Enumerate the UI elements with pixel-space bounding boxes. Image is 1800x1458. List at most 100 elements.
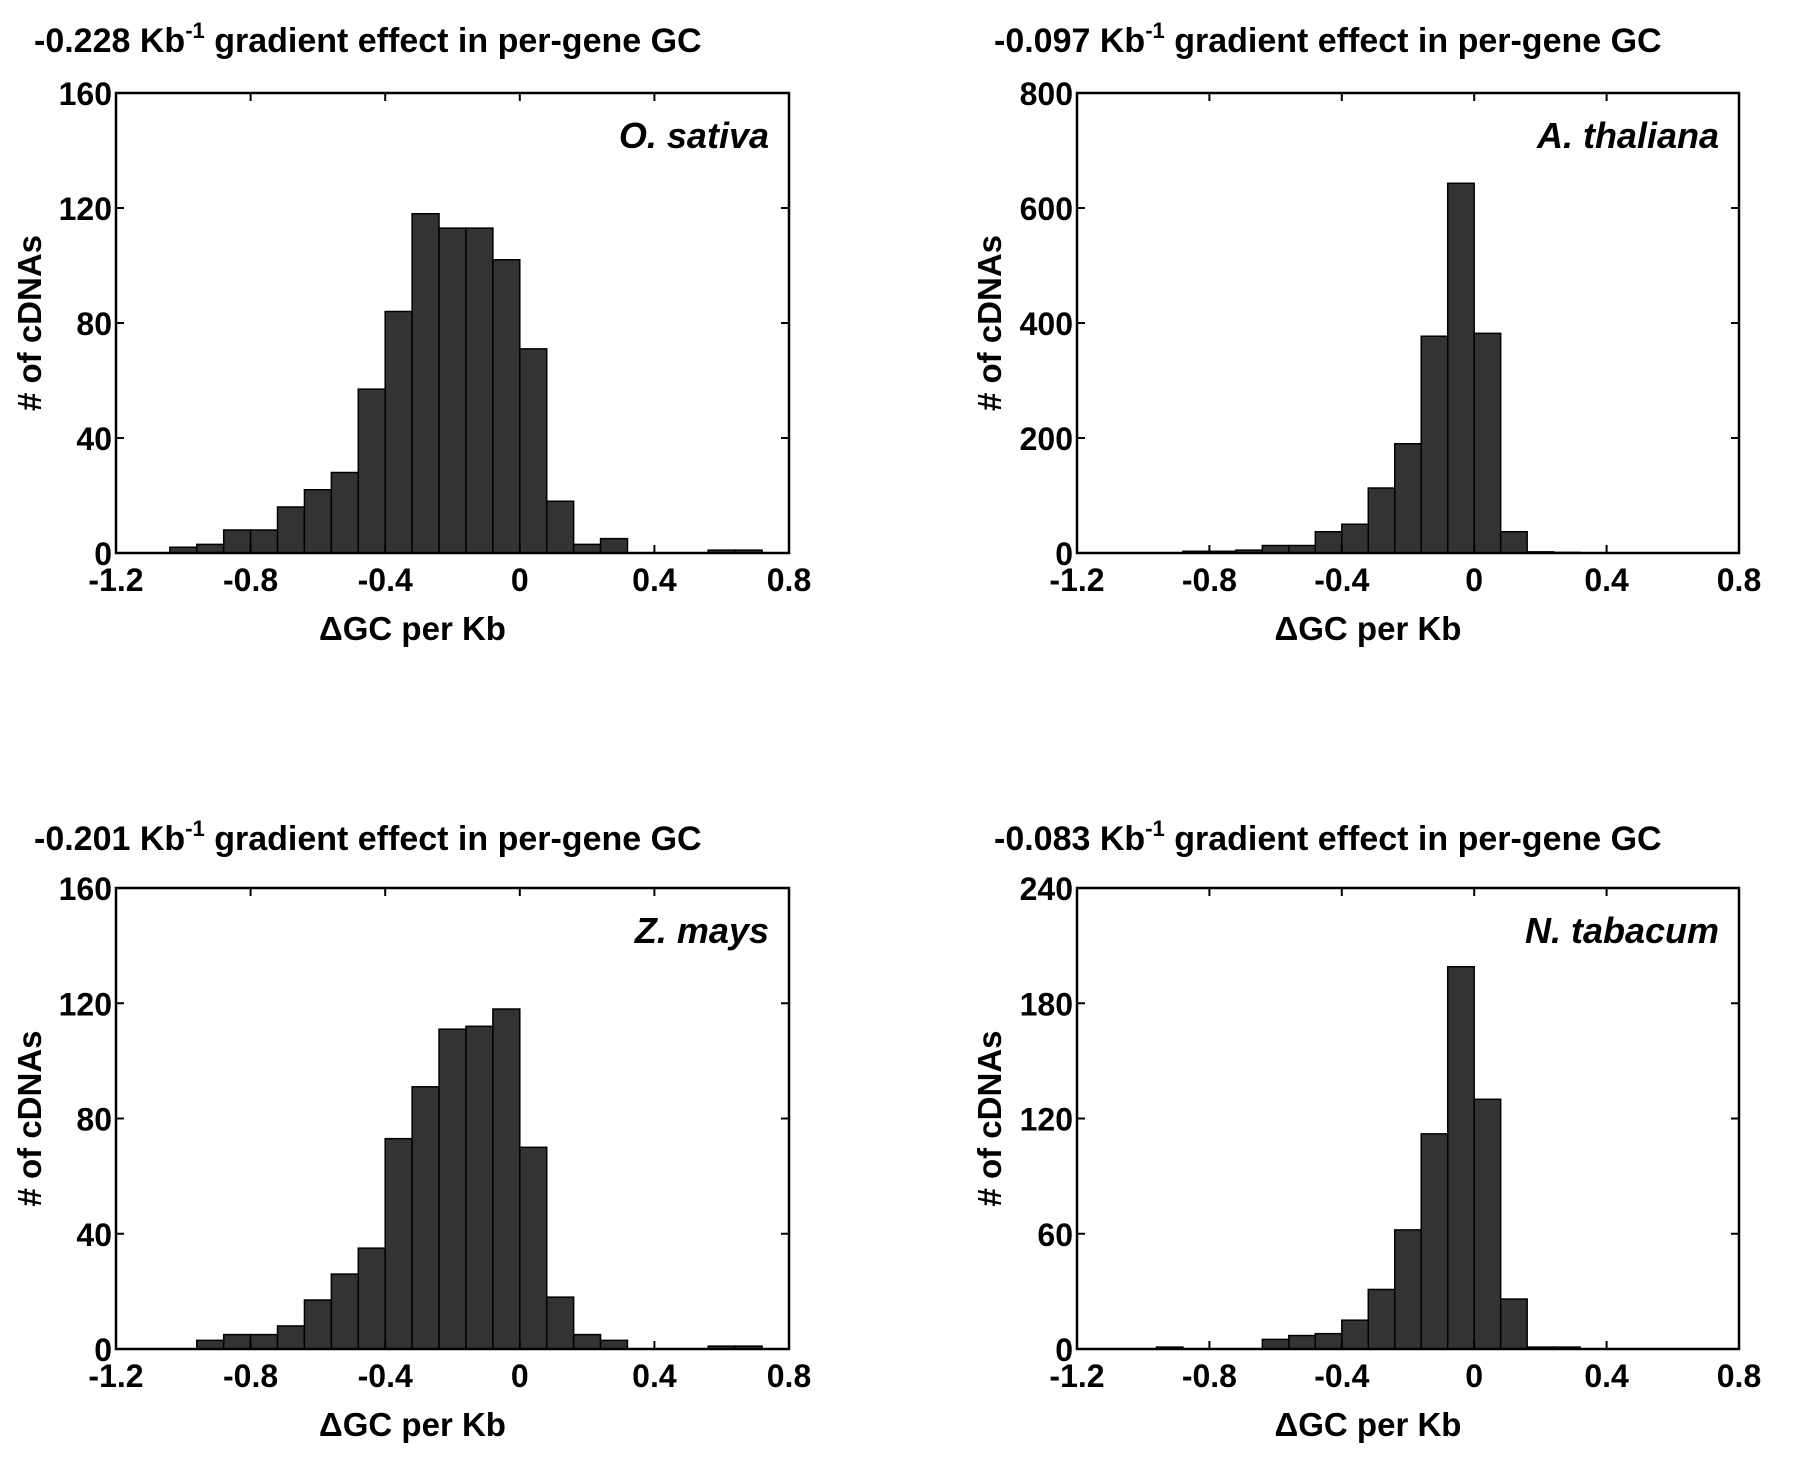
title-prefix: -0.228 Kb [34, 22, 185, 60]
y-tick-label: 40 [76, 421, 112, 457]
title-superscript: -1 [185, 816, 205, 841]
y-tick-label: 160 [59, 871, 112, 907]
x-tick-label: -0.8 [1182, 1358, 1237, 1394]
histogram-bar [492, 259, 521, 554]
x-tick-label: 0.8 [767, 1358, 811, 1394]
chart-title: -0.228 Kb-1 gradient effect in per-gene … [34, 18, 702, 60]
title-superscript: -1 [185, 18, 205, 43]
histogram-bar [599, 1339, 629, 1350]
chart-title: -0.083 Kb-1 gradient effect in per-gene … [994, 816, 1662, 858]
y-tick-label: 600 [1020, 191, 1073, 227]
title-suffix: gradient effect in per-gene GC [1165, 22, 1662, 60]
histogram-bar [196, 1339, 225, 1350]
y-tick-label: 80 [76, 306, 112, 342]
species-label: A. thaliana [1536, 115, 1719, 156]
histogram-bar [1499, 1298, 1528, 1350]
histogram-bar [357, 388, 386, 554]
x-tick-label: 0.8 [1717, 562, 1761, 598]
species-label: N. tabacum [1525, 910, 1719, 951]
histogram-bar [1473, 1098, 1502, 1350]
y-tick-label: 800 [1020, 76, 1073, 112]
histogram-bar [1314, 1332, 1343, 1350]
y-tick-label: 80 [76, 1102, 112, 1138]
histogram-bar [438, 227, 467, 554]
x-tick-label: 0 [511, 562, 529, 598]
x-tick-label: 0 [1465, 562, 1483, 598]
y-axis-label: # of cDNAs [11, 235, 48, 411]
x-tick-label: -1.2 [1049, 1358, 1104, 1394]
y-axis-label: # of cDNAs [971, 1030, 1008, 1206]
histogram-bar [303, 1299, 333, 1350]
histogram-bar [276, 1325, 306, 1350]
histogram-bar [492, 1008, 521, 1350]
histogram-bar [384, 1137, 413, 1350]
x-tick-label: -0.4 [358, 1358, 413, 1394]
chart-title: -0.201 Kb-1 gradient effect in per-gene … [34, 816, 702, 858]
y-axis-label: # of cDNAs [11, 1030, 48, 1206]
title-suffix: gradient effect in per-gene GC [205, 22, 702, 60]
histogram-panel: -0.083 Kb-1 gradient effect in per-gene … [971, 816, 1761, 1443]
histogram-bar [1367, 1288, 1396, 1350]
y-axis-label: # of cDNAs [971, 235, 1008, 411]
histogram-bar [1394, 1229, 1422, 1350]
title-superscript: -1 [1145, 18, 1165, 43]
y-tick-label: 180 [1020, 986, 1073, 1022]
histogram-bar [1394, 443, 1422, 554]
x-axis-label: ΔGC per Kb [319, 610, 506, 647]
x-tick-label: -1.2 [88, 1358, 143, 1394]
x-tick-label: 0.4 [632, 562, 677, 598]
histogram-panel: -0.201 Kb-1 gradient effect in per-gene … [11, 816, 811, 1443]
x-tick-label: -0.8 [1182, 562, 1237, 598]
histogram-bar [1420, 1133, 1449, 1350]
histogram-bar [411, 213, 440, 554]
title-prefix: -0.083 Kb [994, 820, 1145, 858]
chart-title: -0.097 Kb-1 gradient effect in per-gene … [994, 18, 1662, 60]
x-tick-label: -0.8 [223, 562, 278, 598]
y-tick-label: 0 [1055, 536, 1073, 572]
x-tick-label: 0.8 [767, 562, 811, 598]
histogram-bar [1314, 530, 1343, 554]
y-tick-label: 0 [1055, 1332, 1073, 1368]
histogram-bar [330, 471, 360, 554]
histogram-bar [249, 529, 279, 554]
histogram-bar [303, 489, 333, 554]
x-tick-label: -0.4 [358, 562, 413, 598]
title-superscript: -1 [1145, 816, 1165, 841]
y-tick-label: 120 [1020, 1102, 1073, 1138]
histogram-bar [465, 227, 494, 554]
y-tick-label: 0 [94, 1332, 112, 1368]
x-axis-label: ΔGC per Kb [1275, 1406, 1462, 1443]
x-tick-label: -1.2 [1049, 562, 1104, 598]
y-tick-label: 160 [59, 76, 112, 112]
histogram-bar [1288, 1334, 1317, 1350]
histogram-bar [276, 506, 306, 554]
x-tick-label: 0.4 [632, 1358, 677, 1394]
histogram-bar [1446, 182, 1475, 554]
x-tick-label: 0.8 [1717, 1358, 1761, 1394]
x-tick-label: -0.8 [223, 1358, 278, 1394]
histogram-bar [1261, 1338, 1290, 1350]
x-tick-label: 0.4 [1584, 562, 1629, 598]
histogram-bar [545, 500, 575, 554]
histogram-bar [411, 1086, 440, 1350]
histogram-bar [519, 1146, 548, 1350]
histogram-bar [545, 1296, 575, 1350]
y-tick-label: 200 [1020, 421, 1073, 457]
y-tick-label: 400 [1020, 306, 1073, 342]
y-tick-label: 240 [1020, 871, 1073, 907]
x-tick-label: 0 [1465, 1358, 1483, 1394]
histogram-bar [1473, 332, 1502, 554]
histogram-bar [599, 537, 629, 554]
title-suffix: gradient effect in per-gene GC [1165, 820, 1662, 858]
histogram-bar [384, 310, 413, 554]
x-tick-label: -0.4 [1314, 562, 1369, 598]
histogram-bar [222, 529, 252, 554]
species-label: Z. mays [634, 910, 769, 951]
y-tick-label: 120 [59, 191, 112, 227]
histogram-panel: -0.097 Kb-1 gradient effect in per-gene … [971, 18, 1761, 647]
histogram-panel: -0.228 Kb-1 gradient effect in per-gene … [11, 18, 811, 647]
histogram-bar [1420, 335, 1449, 554]
x-tick-label: 0 [511, 1358, 529, 1394]
histogram-bar [1367, 487, 1396, 554]
